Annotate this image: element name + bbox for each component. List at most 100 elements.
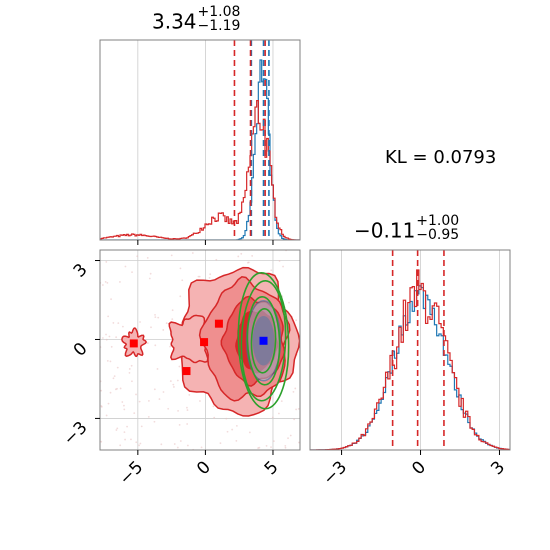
scatter-point	[149, 272, 152, 275]
contour-green	[240, 280, 287, 402]
title-errors: +1.00 −0.95	[416, 214, 459, 242]
scatter-point	[240, 252, 243, 255]
scatter-point	[146, 342, 149, 344]
scatter-point	[138, 444, 141, 447]
scatter-point	[121, 401, 124, 403]
scatter-point	[119, 387, 122, 390]
scatter-point	[119, 281, 121, 283]
scatter-point	[128, 371, 131, 374]
scatter-point	[270, 446, 272, 449]
histogram-series-red	[100, 100, 300, 240]
scatter-point	[124, 438, 126, 441]
scatter-point	[288, 301, 290, 304]
title-value: −0.11	[354, 218, 416, 243]
scatter-point	[154, 316, 157, 319]
histogram-series-red	[310, 269, 510, 450]
scatter-point	[270, 269, 273, 272]
scatter-point	[178, 365, 181, 368]
scatter-point	[165, 322, 168, 325]
scatter-point	[235, 440, 238, 442]
scatter-point	[130, 364, 133, 367]
scatter-point	[176, 446, 179, 449]
scatter-point	[280, 400, 283, 403]
title-upper-error: +1.00	[416, 213, 460, 229]
scatter-point	[173, 443, 176, 445]
scatter-point	[109, 391, 112, 394]
scatter-point	[147, 416, 150, 418]
scatter-point	[124, 265, 127, 268]
scatter-point	[100, 389, 103, 392]
scatter-point	[271, 416, 274, 419]
scatter-point	[231, 428, 234, 431]
scatter-point	[179, 440, 182, 442]
scatter-point	[106, 359, 109, 362]
scatter-point	[146, 256, 149, 259]
scatter-point	[171, 309, 174, 312]
scatter-point	[116, 427, 119, 430]
scatter-point	[156, 368, 159, 370]
x-tick-label: −5	[116, 457, 148, 489]
scatter-point	[197, 275, 200, 278]
scatter-point	[226, 430, 229, 433]
scatter-point	[162, 329, 165, 331]
contour-green	[250, 308, 277, 374]
scatter-point	[172, 383, 175, 386]
scatter-point	[109, 360, 112, 363]
scatter-point	[135, 441, 138, 444]
x-tick-label: 3	[487, 457, 509, 479]
scatter-point	[278, 260, 281, 262]
scatter-point	[282, 265, 284, 268]
scatter-point	[116, 366, 119, 369]
scatter-point	[176, 379, 179, 382]
scatter-point	[148, 277, 151, 280]
scatter-point	[284, 446, 287, 449]
scatter-point	[153, 388, 156, 391]
histogram-series-blue	[100, 59, 300, 240]
scatter-point	[191, 252, 194, 254]
scatter-point	[147, 400, 150, 402]
scatter-point	[212, 405, 215, 408]
scatter-point	[162, 391, 165, 393]
scatter-point	[289, 434, 292, 437]
title-errors: +1.08 −1.19	[198, 5, 241, 33]
scatter-point	[209, 273, 212, 276]
contour-green	[237, 272, 290, 410]
scatter-point	[112, 377, 115, 380]
scatter-point	[188, 393, 191, 396]
scatter-point	[131, 271, 133, 274]
scatter-point	[179, 267, 182, 270]
x-tick-label: 0	[408, 457, 430, 479]
histogram-series-blue	[310, 285, 510, 450]
y-tick-label: 3	[70, 260, 92, 282]
scatter-point	[181, 279, 184, 282]
scatter-point	[150, 326, 152, 329]
scatter-point	[107, 315, 110, 318]
contour-red-outer-left	[168, 314, 218, 364]
scatter-point	[101, 284, 104, 286]
scatter-point	[123, 431, 126, 434]
marker-red-square	[129, 339, 138, 348]
scatter-point	[173, 386, 175, 388]
scatter-point	[112, 322, 115, 324]
scatter-point	[186, 406, 188, 409]
scatter-point	[153, 420, 156, 423]
title-lower-error: −0.95	[416, 227, 460, 243]
scatter-point	[115, 429, 118, 431]
scatter-point	[225, 417, 228, 420]
scatter-point	[130, 438, 132, 441]
scatter-point	[105, 414, 108, 417]
scatter-point	[104, 280, 107, 283]
marker-red-square	[182, 367, 191, 376]
scatter-point	[298, 441, 300, 444]
panel-frame-a	[99, 39, 301, 241]
scatter-point	[122, 325, 124, 328]
scatter-point	[106, 281, 109, 284]
x-tick-label: 0	[193, 457, 215, 479]
scatter-point	[200, 446, 203, 449]
scatter-point	[179, 295, 182, 298]
scatter-point	[208, 276, 211, 279]
scatter-point	[237, 255, 240, 258]
scatter-point	[139, 442, 142, 445]
